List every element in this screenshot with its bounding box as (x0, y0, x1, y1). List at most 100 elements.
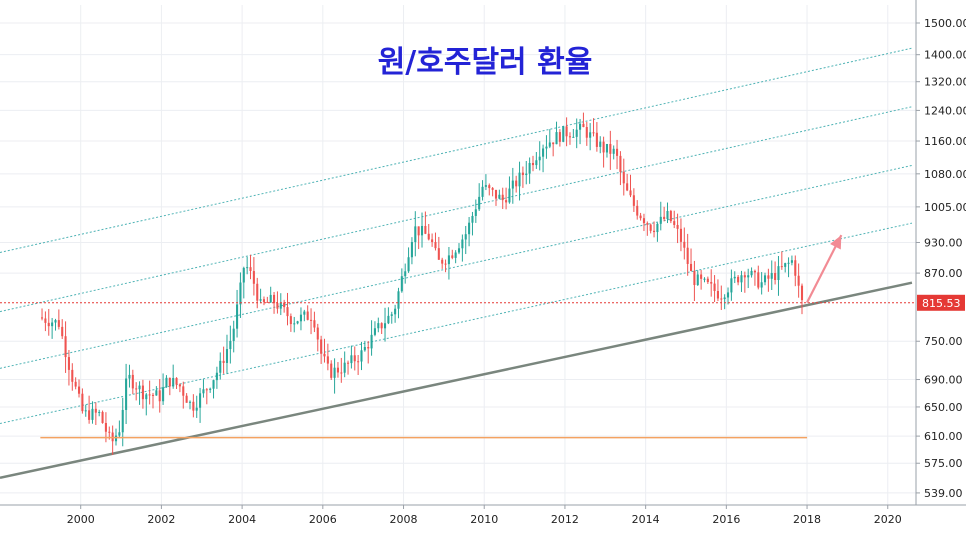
candle-body (410, 242, 413, 258)
candle-body (367, 347, 370, 349)
candle-body (447, 255, 450, 265)
candle-body (511, 180, 514, 189)
candle-body (592, 132, 595, 134)
candle-body (555, 132, 558, 145)
candle-body (545, 146, 548, 149)
candle-body (659, 216, 662, 224)
y-tick-label: 650.00 (924, 401, 963, 414)
candle-body (212, 380, 215, 389)
candle-body (390, 314, 393, 316)
candle-body (646, 223, 649, 225)
candle-body (582, 123, 585, 128)
x-tick-label: 2010 (470, 513, 498, 526)
candle-body (730, 278, 733, 293)
candle-body (737, 276, 740, 283)
x-tick-label: 2020 (874, 513, 902, 526)
candle-body (40, 317, 44, 319)
candle-body (397, 291, 400, 309)
x-tick-label: 2002 (147, 513, 175, 526)
candle-body (488, 185, 491, 189)
candle-body (700, 274, 703, 279)
candle-body (417, 226, 420, 236)
y-tick-label: 539.00 (924, 487, 963, 500)
candle-body (57, 320, 60, 327)
candle-body (599, 141, 602, 147)
y-tick-label: 690.00 (924, 374, 963, 387)
y-tick-label: 1240.00 (924, 104, 966, 117)
candle-body (612, 148, 615, 154)
candle-body (151, 394, 155, 396)
candle-body (505, 200, 508, 203)
candle-body (239, 282, 242, 305)
candle-body (333, 367, 336, 378)
candle-body (525, 173, 528, 176)
candle-body (632, 195, 635, 206)
candle-body (639, 215, 642, 219)
candle-body (138, 385, 141, 390)
candle-body (51, 322, 54, 327)
candle-body (538, 156, 541, 161)
candle-body (780, 266, 783, 268)
candle-body (501, 194, 504, 201)
candle-body (787, 262, 790, 264)
candle-body (696, 274, 699, 286)
candle-body (713, 283, 716, 291)
candle-body (289, 316, 292, 325)
candle-body (131, 374, 134, 389)
candle-body (515, 180, 518, 187)
y-tick-label: 870.00 (924, 267, 963, 280)
candle-body (558, 132, 561, 142)
candle-body (188, 401, 192, 403)
candle-body (531, 162, 535, 166)
candle-body (165, 377, 168, 388)
x-tick-label: 2014 (632, 513, 660, 526)
candle-body (323, 353, 326, 357)
candle-body (383, 323, 387, 329)
candle-body (562, 126, 565, 142)
candle-body (215, 372, 218, 381)
grid (0, 5, 916, 505)
candle-body (663, 216, 666, 220)
candle-body (205, 389, 208, 391)
y-tick-label: 1160.00 (924, 135, 966, 148)
candle-body (148, 394, 151, 396)
candle-body (54, 320, 57, 323)
candle-body (404, 271, 407, 277)
candle-body (568, 136, 572, 138)
candle-body (666, 210, 669, 220)
candle-body (653, 230, 656, 233)
candle-body (464, 234, 467, 240)
candle-body (528, 162, 531, 174)
x-tick-label: 2000 (67, 513, 95, 526)
candle-body (266, 301, 269, 303)
candle-body (669, 210, 672, 222)
candle-body (686, 247, 689, 264)
candle-body (777, 266, 780, 281)
candle-body (256, 283, 259, 301)
candle-body (414, 226, 417, 243)
y-tick-label: 1500.00 (924, 17, 966, 30)
candle-body (743, 275, 746, 278)
candle-body (760, 282, 763, 288)
candle-body (579, 123, 582, 130)
candle-body (192, 401, 195, 411)
candle-body (763, 275, 767, 283)
candle-body (468, 222, 471, 235)
last-price-tag (917, 294, 965, 311)
candle-body (71, 369, 74, 382)
chart-title: 원/호주달러 환율 (378, 45, 593, 80)
candle-body (286, 307, 289, 317)
candle-body (649, 224, 652, 231)
candle-body (242, 267, 245, 283)
candle-body (64, 336, 67, 358)
candle-body (521, 172, 524, 176)
y-tick-label: 1320.00 (924, 76, 966, 89)
candle-body (340, 372, 343, 374)
candle-body (125, 378, 128, 410)
x-tick-label: 2008 (390, 513, 418, 526)
candle-body (710, 282, 713, 284)
candle-body (94, 408, 97, 413)
candle-body (622, 171, 625, 184)
candle-body (427, 233, 430, 240)
candle-body (77, 386, 81, 394)
